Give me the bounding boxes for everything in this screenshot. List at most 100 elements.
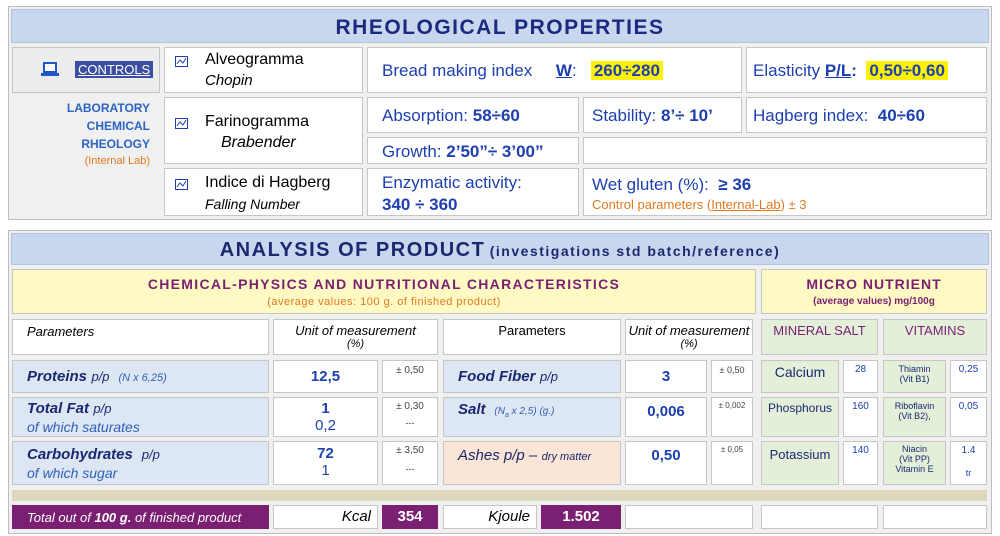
wet-gluten-cell: Wet gluten (%): ≥ 36 Control parameters … <box>583 168 987 216</box>
lab-line: RHEOLOGY <box>81 137 150 151</box>
chart-icon <box>175 179 188 190</box>
param-note: x 2,5) (g.) <box>508 406 555 417</box>
header-text: Unit of measurement <box>295 323 416 338</box>
test-cell: Farinogramma Brabender <box>164 97 363 164</box>
laptop-icon <box>41 62 59 76</box>
value: 2’50”÷ 3’00” <box>446 142 544 161</box>
vitamin-code: (Vit B2), <box>898 411 931 421</box>
colon: : <box>571 61 577 80</box>
tolerance: ± 0,50 <box>396 365 424 376</box>
total-text: 100 g. <box>94 510 132 525</box>
chemical-title: CHEMICAL-PHYSICS AND NUTRITIONAL CHARACT… <box>147 276 621 292</box>
header-cell: VITAMINS <box>883 319 987 355</box>
mineral-value: 140 <box>852 445 869 456</box>
value-cell: 0,50 <box>625 441 707 485</box>
value: 8’÷ 10’ <box>660 106 713 125</box>
vitamin-cell: Niacin (Vit PP) Vitamin E <box>883 441 946 485</box>
mineral-value: 28 <box>854 364 867 375</box>
value: 0,50 <box>651 447 681 464</box>
analysis-panel: ANALYSIS OF PRODUCT (investigations std … <box>8 230 992 534</box>
hagberg-cell: Hagberg index: 40÷60 <box>746 97 987 133</box>
analysis-title-bar: ANALYSIS OF PRODUCT (investigations std … <box>11 233 989 265</box>
chemical-subtitle: (average values: 100 g. of finished prod… <box>267 296 501 308</box>
tolerance-cell: ± 0,05 <box>711 441 753 485</box>
vitamin-name: Thiamin <box>898 364 931 374</box>
mineral-value-cell: 160 <box>843 397 878 437</box>
empty-cell <box>761 505 878 529</box>
param-name: Total Fat <box>27 400 89 417</box>
chemical-header: CHEMICAL-PHYSICS AND NUTRITIONAL CHARACT… <box>12 269 756 314</box>
value-cell: 1 0,2 <box>273 397 378 437</box>
test-name: Indice di Hagberg <box>205 174 331 191</box>
param-name: Food Fiber <box>458 368 536 385</box>
kcal-label: Kcal <box>341 508 371 525</box>
param-note: dry matter <box>541 451 592 463</box>
micro-subtitle: (average values) mg/100g <box>813 296 935 307</box>
vitamin-value: 0,25 <box>958 364 979 375</box>
tolerance-cell: ± 3,50 --- <box>382 441 438 485</box>
sub-value: 0,2 <box>315 417 336 434</box>
vitamin-code: (Vit B1) <box>899 374 930 384</box>
total-text: Total out of <box>27 510 95 525</box>
value: 58÷60 <box>472 106 520 125</box>
controls-link[interactable]: CONTROLS <box>75 61 154 78</box>
key: W <box>555 61 572 80</box>
label: Enzymatic activity: <box>382 173 522 192</box>
kjoule-label-cell: Kjoule <box>443 505 537 529</box>
note-link[interactable]: Internal-Lab <box>711 197 781 212</box>
kjoule-cell: 1.502 <box>541 505 621 529</box>
test-name: Farinogramma <box>205 113 310 130</box>
note: ) ± 3 <box>780 197 807 212</box>
param-sub-name: of which sugar <box>27 465 118 481</box>
label: Bread making index <box>382 61 533 80</box>
tolerance-cell: ± 0,002 <box>711 397 753 437</box>
test-method: Falling Number <box>205 196 300 212</box>
tolerance: ± 0,30 <box>396 401 424 412</box>
mineral-value: 160 <box>852 401 869 412</box>
header-text: MINERAL SALT <box>773 323 866 338</box>
header-text: Parameters <box>27 324 95 339</box>
mineral-cell: Calcium <box>761 360 839 393</box>
param-sub-name: of which saturates <box>27 419 140 435</box>
vitamin-value-cell: 0,25 <box>950 360 987 393</box>
mineral-name: Calcium <box>774 364 826 380</box>
param-basis: p/p <box>141 447 160 462</box>
value-cell: 12,5 <box>273 360 378 393</box>
param-cell: Carbohydrates p/p of which sugar <box>12 441 269 485</box>
mineral-cell: Potassium <box>761 441 839 485</box>
param-note: (N <box>494 406 505 417</box>
param-cell: Food Fiber p/p <box>443 360 621 393</box>
mineral-value-cell: 28 <box>843 360 878 393</box>
kcal-label-cell: Kcal <box>273 505 378 529</box>
param-cell: Proteins p/p (N x 6,25) <box>12 360 269 393</box>
mineral-name: Potassium <box>769 447 831 462</box>
elasticity-cell: Elasticity P/L: 0,50÷0,60 <box>746 47 987 93</box>
mineral-name: Phosphorus <box>767 401 833 415</box>
rheology-panel: RHEOLOGICAL PROPERTIES CONTROLS LABORATO… <box>8 6 992 220</box>
header-text: Unit of measurement <box>628 323 750 338</box>
empty-cell <box>625 505 753 529</box>
label: Stability: <box>592 106 657 125</box>
total-text: of finished product <box>131 510 242 525</box>
test-method: Brabender <box>221 134 296 151</box>
test-method: Chopin <box>205 72 253 89</box>
label: Growth: <box>382 142 442 161</box>
note: Control parameters ( <box>592 197 712 212</box>
value: 1 <box>321 400 330 417</box>
param-name: Carbohydrates <box>27 446 133 463</box>
lab-label: LABORATORY CHEMICAL RHEOLOGY (Internal L… <box>12 99 160 169</box>
header-text: (%) <box>346 338 365 350</box>
value: 340 ÷ 360 <box>382 195 458 214</box>
lab-note: (Internal Lab) <box>84 155 150 167</box>
absorption-cell: Absorption: 58÷60 <box>367 97 579 133</box>
sub-tolerance: --- <box>405 418 415 428</box>
vitamin-name: Vitamin E <box>895 464 934 474</box>
param-name: Proteins <box>27 368 88 385</box>
tolerance: ± 0,05 <box>720 445 744 454</box>
analysis-subtitle: (investigations std batch/reference) <box>489 243 781 259</box>
header-cell: Parameters <box>443 319 621 355</box>
header-text: (%) <box>680 338 698 350</box>
tolerance: ± 3,50 <box>396 445 424 456</box>
param-cell: Ashes p/p – dry matter <box>443 441 621 485</box>
tolerance-cell: ± 0,50 <box>711 360 753 393</box>
